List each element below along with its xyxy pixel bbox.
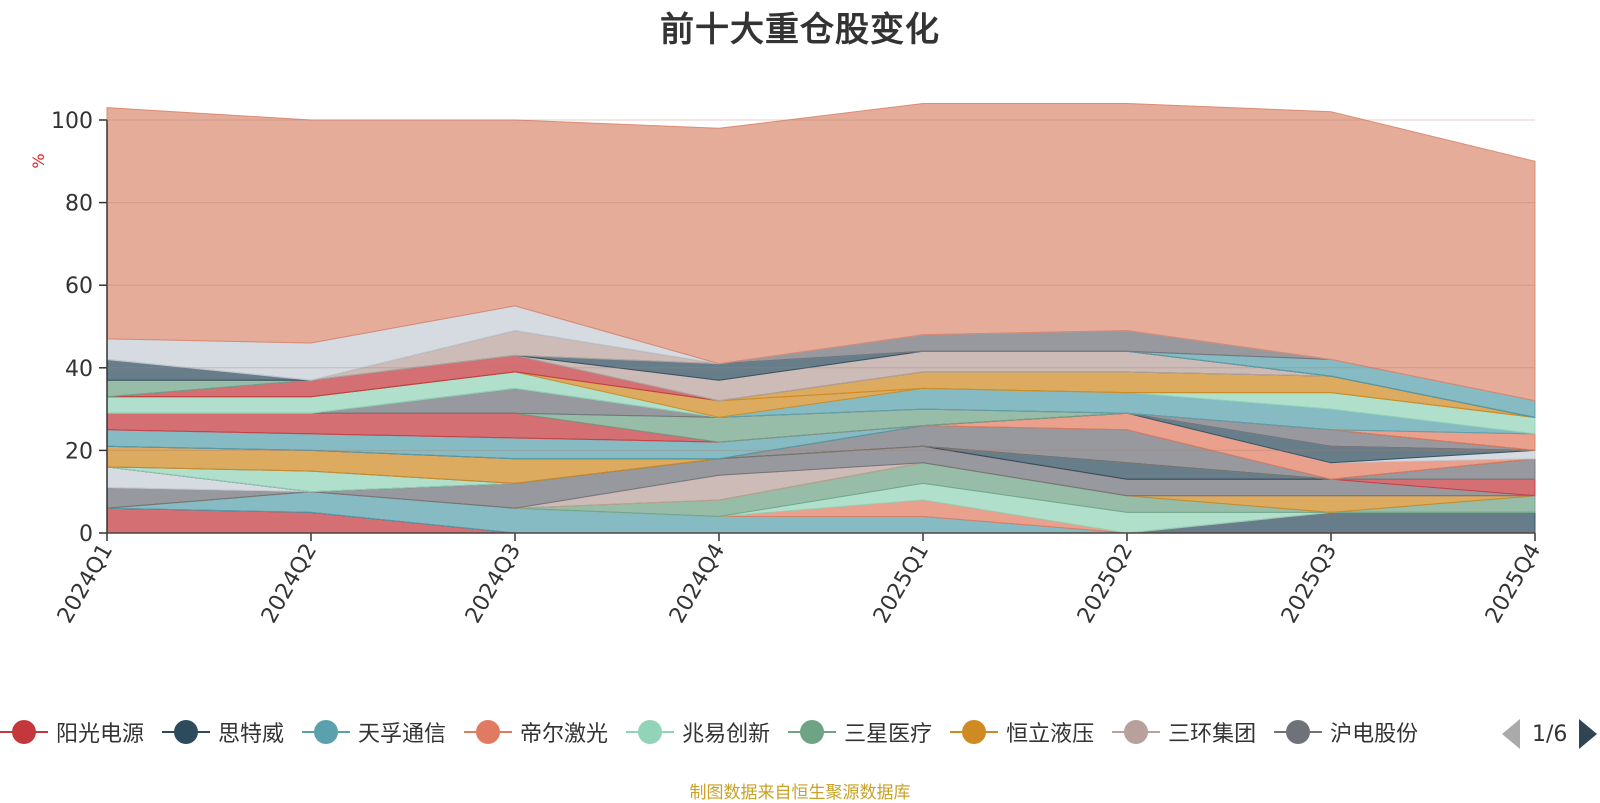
- legend-item[interactable]: 阳光电源: [0, 712, 144, 752]
- legend-label: 思特威: [218, 722, 285, 747]
- legend-marker-icon: [626, 720, 675, 744]
- legend-label: 三环集团: [1168, 722, 1257, 747]
- legend-dot: [800, 720, 825, 744]
- x-tick-label: 2024Q4: [665, 540, 730, 628]
- legend-dot: [1124, 720, 1149, 744]
- x-tick-label: 2024Q2: [257, 540, 322, 628]
- legend-marker-icon: [950, 720, 999, 744]
- legend-dot: [638, 720, 663, 744]
- legend-marker-icon: [1274, 720, 1323, 744]
- grid-layer: [107, 119, 1535, 534]
- legend-label: 三星医疗: [844, 722, 933, 747]
- legend-dot: [962, 720, 987, 744]
- legend-next-icon[interactable]: [1579, 719, 1598, 749]
- legend-label: 恒立液压: [1006, 722, 1095, 747]
- legend-marker-icon: [302, 720, 351, 744]
- y-tick-label: 80: [65, 192, 93, 217]
- y-tick-label: 60: [65, 274, 93, 299]
- y-tick-label: 100: [51, 109, 93, 134]
- legend-marker-icon: [0, 720, 48, 744]
- legend-label: 帝尔激光: [520, 722, 609, 747]
- legend-dot: [1286, 720, 1311, 744]
- legend-dot: [12, 720, 36, 744]
- chart-title: 前十大重仓股变化: [660, 10, 940, 50]
- area-layer: [106, 103, 1536, 534]
- legend-page-indicator: 1/6: [1532, 721, 1568, 747]
- source-note: 制图数据来自恒生聚源数据库: [689, 783, 911, 803]
- x-tick-label: 2024Q1: [53, 540, 118, 628]
- legend-prev-icon[interactable]: [1502, 719, 1520, 749]
- legend-label: 阳光电源: [56, 722, 145, 747]
- x-tick-label: 2024Q3: [461, 540, 526, 628]
- x-tick-label: 2025Q3: [1277, 540, 1342, 628]
- legend-item[interactable]: 三环集团: [1112, 712, 1256, 752]
- legend-pager: 1/6: [1500, 716, 1600, 752]
- legend-marker-icon: [162, 720, 211, 744]
- y-tick-label: 40: [65, 357, 93, 382]
- x-tick-label: 2025Q2: [1073, 540, 1138, 628]
- legend-label: 沪电股份: [1330, 722, 1419, 747]
- x-tick-label: 2025Q1: [869, 540, 934, 628]
- legend-dot: [476, 720, 501, 744]
- y-tick-label: 20: [65, 439, 93, 464]
- legend-marker-icon: [464, 720, 513, 744]
- y-tick-label: 0: [79, 522, 93, 547]
- y-axis-label: %: [29, 153, 48, 168]
- legend-dot: [174, 720, 199, 744]
- legend-item[interactable]: 恒立液压: [950, 712, 1094, 752]
- legend-item[interactable]: 沪电股份: [1274, 712, 1418, 752]
- area-series-42[interactable]: [106, 103, 1536, 402]
- legend-item[interactable]: 三星医疗: [788, 712, 932, 752]
- legend-dot: [314, 720, 339, 744]
- legend-item[interactable]: 天孚通信: [302, 712, 446, 752]
- legend-marker-icon: [1112, 720, 1161, 744]
- x-tick-label: 2025Q4: [1481, 540, 1546, 628]
- legend-item[interactable]: 兆易创新: [626, 712, 770, 752]
- legend-marker-icon: [788, 720, 837, 744]
- legend-label: 天孚通信: [358, 722, 447, 747]
- legend-item[interactable]: 帝尔激光: [464, 712, 608, 752]
- legend: 阳光电源 思特威 天孚通信 帝尔激光 兆易创新 三星医疗 恒立液压 三环集团 沪电股份: [0, 712, 1500, 752]
- legend-label: 兆易创新: [682, 722, 771, 747]
- legend-item[interactable]: 思特威: [162, 712, 284, 752]
